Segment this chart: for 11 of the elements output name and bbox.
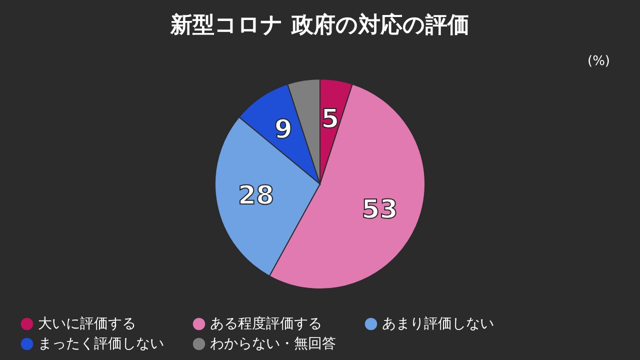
data-label: 9 [274, 115, 292, 146]
legend-label: わからない・無回答 [210, 336, 336, 352]
legend-label: ある程度評価する [210, 316, 322, 332]
data-label: 28 [238, 181, 274, 212]
legend-label: 大いに評価する [38, 316, 136, 332]
text: (%) [588, 54, 610, 69]
legend-label: まったく評価しない [38, 336, 164, 352]
chart-title: 新型コロナ 政府の対応の評価 [170, 12, 470, 38]
data-label: 53 [362, 194, 398, 225]
data-label: 5 [321, 104, 340, 135]
legend-label: あまり評価しない [382, 316, 494, 332]
